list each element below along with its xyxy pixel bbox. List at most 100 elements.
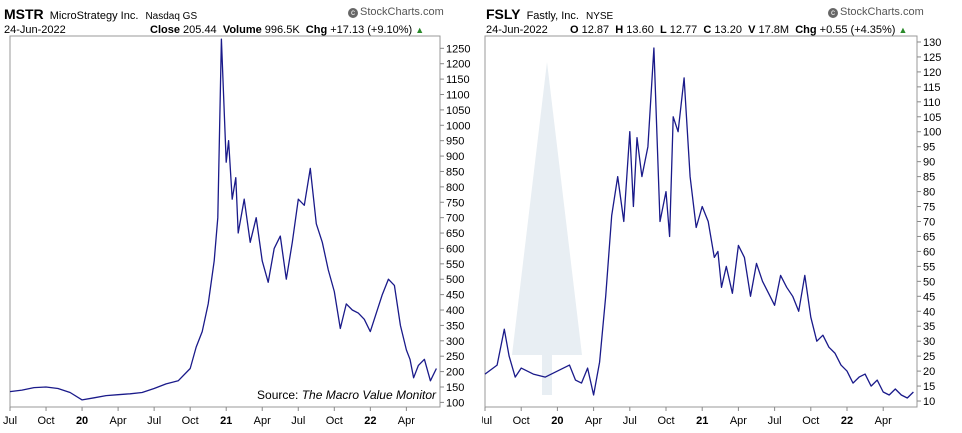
x-tick-label: 21	[696, 415, 708, 427]
y-tick-label: 1250	[446, 43, 470, 55]
x-tick-label: Jul	[482, 415, 492, 427]
tree-trunk	[542, 355, 552, 395]
price-line	[484, 47, 914, 399]
x-tick-label: Oct	[802, 415, 819, 427]
y-tick-label: 1100	[446, 89, 470, 101]
y-tick-label: 90	[923, 157, 935, 169]
y-tick-label: 115	[923, 82, 941, 94]
y-tick-label: 700	[446, 213, 464, 225]
y-tick-label: 50	[923, 276, 935, 288]
chart-panel-fsly: FSLY Fastly, Inc. NYSE c StockCharts.com …	[482, 0, 962, 433]
y-tick-label: 300	[446, 336, 464, 348]
y-tick-label: 130	[923, 37, 941, 49]
y-tick-label: 450	[446, 290, 464, 302]
x-tick-label: Oct	[513, 415, 530, 427]
x-tick-label: Jul	[291, 415, 305, 427]
y-tick-label: 950	[446, 136, 464, 148]
x-tick-label: Apr	[730, 415, 747, 427]
fsly-price-chart: 10 15 20 25 30 35 40 45 50 55 60 65 70 75 80 85 90 95 100 1…	[482, 35, 941, 427]
chart-header: MSTR MicroStrategy Inc. Nasdaq GS	[4, 6, 197, 22]
y-tick-label: 1200	[446, 59, 470, 71]
x-tick-label: Oct	[326, 415, 343, 427]
y-tick-label: 1000	[446, 120, 470, 132]
y-tick-label: 1150	[446, 74, 470, 86]
y-tick-label: 85	[923, 172, 935, 184]
y-tick-label: 110	[923, 97, 941, 109]
y-tick-label: 15	[923, 381, 935, 393]
chart-date: 24-Jun-2022	[486, 24, 548, 36]
watermark: c StockCharts.com	[828, 6, 924, 18]
y-tick-label: 900	[446, 151, 464, 163]
y-tick-label: 600	[446, 243, 464, 255]
x-tick-label: Apr	[254, 415, 271, 427]
up-arrow-icon: ▲	[415, 25, 425, 35]
price-line	[9, 38, 437, 401]
y-tick-label: 75	[923, 202, 935, 214]
y-tick-label: 1050	[446, 105, 470, 117]
y-tick-label: 150	[446, 382, 464, 394]
x-tick-label: 21	[220, 415, 232, 427]
chart-panel-mstr: MSTR MicroStrategy Inc. Nasdaq GS c Stock…	[0, 0, 480, 433]
y-tick-label: 550	[446, 259, 464, 271]
y-tick-label: 70	[923, 217, 935, 229]
y-tick-label: 100	[923, 127, 941, 139]
source-label: Source:	[257, 388, 302, 402]
exchange-name: NYSE	[586, 11, 614, 22]
y-tick-label: 105	[923, 112, 941, 124]
x-tick-label: Jul	[623, 415, 637, 427]
plot-frame	[9, 35, 441, 408]
y-tick-label: 30	[923, 336, 935, 348]
x-tick-label: Oct	[657, 415, 674, 427]
ticker-symbol: MSTR	[4, 6, 44, 22]
x-tick-label: Jul	[3, 415, 17, 427]
x-tick-label: 20	[551, 415, 563, 427]
x-tick-label: Oct	[37, 415, 54, 427]
x-tick-label: 22	[841, 415, 853, 427]
x-tick-label: Jul	[147, 415, 161, 427]
y-tick-label: 100	[446, 397, 464, 409]
x-tick-label: 22	[364, 415, 376, 427]
y-tick-label: 20	[923, 366, 935, 378]
y-tick-label: 80	[923, 187, 935, 199]
tree-watermark	[512, 62, 582, 395]
company-name: MicroStrategy Inc.	[49, 10, 139, 22]
stats-line: O 12.87 H 13.60 L 12.77 C 13.20 V 17.8M …	[570, 24, 908, 36]
y-tick-label: 35	[923, 321, 935, 333]
company-name: Fastly, Inc.	[526, 10, 579, 22]
y-tick-label: 400	[446, 305, 464, 317]
y-tick-label: 25	[923, 351, 935, 363]
y-tick-label: 10	[923, 396, 935, 408]
y-tick-label: 120	[923, 67, 941, 79]
x-tick-label: Apr	[875, 415, 892, 427]
x-tick-label: Apr	[110, 415, 127, 427]
y-tick-label: 750	[446, 197, 464, 209]
y-tick-label: 250	[446, 351, 464, 363]
chart-date: 24-Jun-2022	[4, 24, 66, 36]
y-tick-label: 850	[446, 166, 464, 178]
mstr-price-chart: 100 150 200 250 300 350 400 450 500 550 600 650 700 7…	[3, 35, 470, 427]
y-tick-label: 60	[923, 246, 935, 258]
chart-header: FSLY Fastly, Inc. NYSE	[486, 6, 613, 22]
x-tick-label: 20	[76, 415, 88, 427]
y-tick-label: 500	[446, 274, 464, 286]
y-tick-label: 55	[923, 261, 935, 273]
y-tick-label: 40	[923, 306, 935, 318]
y-tick-label: 45	[923, 291, 935, 303]
y-tick-label: 95	[923, 142, 935, 154]
tree-shape	[512, 62, 582, 355]
x-tick-label: Apr	[398, 415, 415, 427]
y-tick-label: 350	[446, 320, 464, 332]
x-tick-label: Apr	[585, 415, 602, 427]
source-name: The Macro Value Monitor	[302, 388, 437, 402]
y-tick-label: 125	[923, 52, 941, 64]
y-tick-label: 800	[446, 182, 464, 194]
exchange-name: Nasdaq GS	[145, 11, 198, 22]
source-annotation: Source: The Macro Value Monitor	[257, 388, 437, 402]
copyright-icon: c	[348, 8, 358, 18]
x-tick-label: Oct	[182, 415, 199, 427]
y-tick-label: 65	[923, 231, 935, 243]
stats-line: Close 205.44 Volume 996.5K Chg +17.13 (+…	[150, 24, 425, 36]
x-tick-label: Jul	[768, 415, 782, 427]
copyright-icon: c	[828, 8, 838, 18]
ticker-symbol: FSLY	[486, 6, 521, 22]
